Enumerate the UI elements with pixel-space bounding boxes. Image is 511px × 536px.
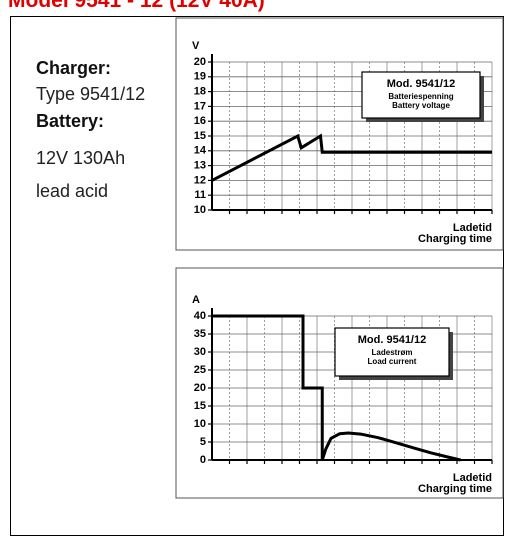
x-axis-label: Charging time <box>418 233 492 245</box>
y-tick-label: 20 <box>194 56 206 68</box>
battery-size: 12V 130Ah <box>36 148 126 168</box>
y-tick-label: 11 <box>194 189 206 201</box>
y-tick-label: 10 <box>194 204 206 216</box>
legend-box <box>361 71 481 119</box>
x-axis-label: Ladetid <box>453 222 492 234</box>
charger-label: Charger: <box>36 58 112 78</box>
battery-type: lead acid <box>36 181 109 201</box>
chart-frame <box>175 17 504 251</box>
y-tick-label: 15 <box>194 130 206 142</box>
legend-text: Mod. 9541/12 <box>358 334 426 346</box>
y-tick-label: 35 <box>194 328 206 340</box>
y-axis-label: V <box>192 40 200 52</box>
y-tick-label: 18 <box>194 86 206 98</box>
y-tick-label: 17 <box>194 100 206 112</box>
data-line <box>211 133 492 182</box>
y-tick-label: 20 <box>194 382 206 394</box>
y-tick-label: 5 <box>200 436 206 448</box>
y-axis-label: A <box>192 294 200 306</box>
y-tick-label: 15 <box>194 400 206 412</box>
y-tick-label: 14 <box>194 145 207 157</box>
charger-type: Type 9541/12 <box>36 84 146 104</box>
data-line <box>212 314 461 462</box>
chart-frame <box>175 267 504 499</box>
legend-text: Ladestrøm <box>372 348 413 357</box>
y-tick-label: 30 <box>194 346 206 358</box>
legend-text: Batteriespenning <box>388 92 453 101</box>
x-axis-label: Charging time <box>418 483 492 495</box>
y-tick-label: 10 <box>194 418 206 430</box>
y-tick-label: 40 <box>194 310 206 322</box>
y-tick-label: 16 <box>194 115 206 127</box>
battery-label: Battery: <box>36 111 105 131</box>
legend-box <box>334 327 450 377</box>
y-tick-label: 0 <box>200 454 206 466</box>
title: Model 9541 - 12 (12V 40A) <box>8 0 265 12</box>
y-tick-label: 19 <box>194 71 206 83</box>
legend-text: Mod. 9541/12 <box>387 78 455 90</box>
y-tick-label: 12 <box>194 174 206 186</box>
legend-text: Load current <box>368 357 417 366</box>
y-tick-label: 13 <box>194 160 206 172</box>
y-tick-label: 25 <box>194 364 206 376</box>
legend-text: Battery voltage <box>392 101 450 110</box>
x-axis-label: Ladetid <box>453 472 492 484</box>
